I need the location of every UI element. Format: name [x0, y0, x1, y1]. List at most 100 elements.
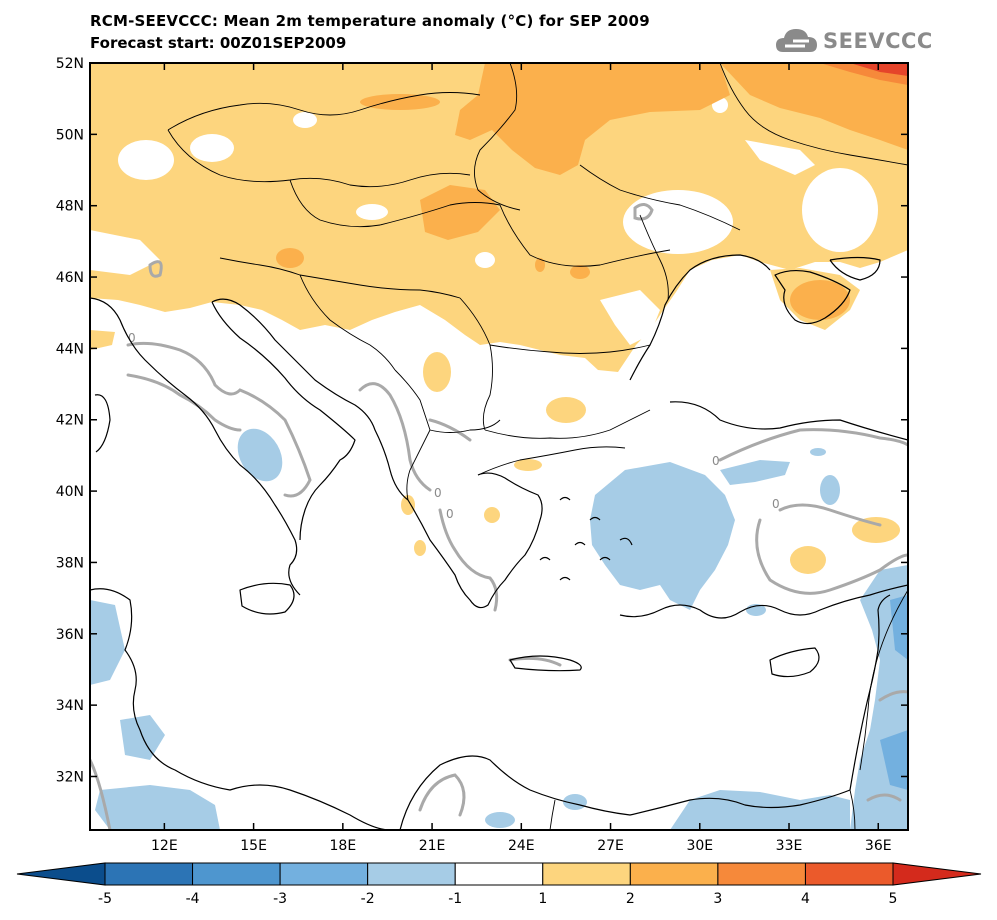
neutral-hole	[118, 140, 174, 180]
longitude-label: 21E	[419, 838, 446, 854]
latitude-label: 40N	[56, 484, 84, 500]
latitude-label: 50N	[56, 127, 84, 143]
warm-patch	[414, 540, 426, 556]
colorbar-tick-label: -1	[448, 891, 462, 907]
latitude-label: 32N	[56, 769, 84, 785]
zero-contours	[90, 203, 908, 830]
cool-anomaly-patch	[820, 475, 840, 505]
colorbar-segment	[192, 862, 281, 886]
warm2-anomaly-region	[420, 185, 500, 240]
colorbar-tick-label: 2	[626, 891, 635, 907]
latitude-axis: 52N 50N 48N 46N 44N 42N 40N 38N 36N 34N 32N	[56, 56, 908, 785]
contour-label: 0	[446, 507, 454, 521]
cool2-anomaly-region	[880, 730, 908, 790]
colorbar-tick-label: 3	[713, 891, 722, 907]
longitude-label: 15E	[240, 838, 267, 854]
latitude-label: 48N	[56, 199, 84, 215]
warm-patch	[852, 517, 900, 543]
colorbar-segment	[279, 862, 369, 886]
cool2-anomaly-region	[890, 595, 908, 660]
colorbar-segment	[367, 862, 456, 886]
warm-patch	[423, 352, 451, 392]
neutral-hole	[190, 134, 234, 162]
warm2-anomaly-region	[535, 258, 545, 272]
colorbar: -5 -4 -3 -2 -1 1 2 3 4 5	[16, 862, 982, 907]
warm-patch	[484, 507, 500, 523]
longitude-label: 18E	[330, 838, 357, 854]
colorbar-low-extension	[16, 862, 106, 886]
cool-anomaly-region-tunisia	[90, 600, 125, 685]
plot-frame	[89, 62, 909, 831]
colorbar-tick-label: 5	[889, 891, 898, 907]
colorbar-tick-label: -3	[273, 891, 287, 907]
cool-anomaly-patch	[485, 812, 515, 828]
warm2-anomaly-region	[360, 94, 440, 110]
cloud-icon	[776, 29, 817, 52]
colorbar-tick-label: 4	[801, 891, 810, 907]
colorbar-segment	[542, 862, 631, 886]
contour-labels: 0 0 0 0 0	[128, 331, 780, 521]
warm-anomaly-region-main	[90, 63, 908, 372]
neutral-hole	[600, 290, 660, 345]
neutral-hole	[90, 230, 160, 275]
longitude-label: 33E	[776, 838, 803, 854]
colorbar-high-extension	[892, 862, 982, 886]
latitude-label: 42N	[56, 413, 84, 429]
cool-anomaly-region-turkey	[720, 460, 790, 485]
neutral-hole	[293, 112, 317, 128]
logo-text: SEEVCCC	[823, 29, 933, 53]
neutral-hole	[356, 204, 388, 220]
warm2-anomaly-region	[720, 63, 908, 150]
colorbar-tick-label: -5	[98, 891, 112, 907]
contour-label: 0	[712, 454, 720, 468]
colorbar-segment	[804, 862, 894, 886]
seevccc-logo: SEEVCCC	[775, 24, 933, 58]
forecast-start-subtitle: Forecast start: 00Z01SEP2009	[90, 34, 347, 52]
colorbar-segment	[454, 862, 544, 886]
map-title: RCM-SEEVCCC: Mean 2m temperature anomaly…	[90, 12, 650, 30]
warm-patch	[546, 397, 586, 423]
warm2-anomaly-region	[455, 63, 730, 175]
longitude-label: 27E	[597, 838, 624, 854]
cool-anomaly-region-aegean	[590, 462, 735, 610]
cool-anomaly-patch	[563, 794, 587, 810]
neutral-hole	[623, 190, 733, 254]
warm2-anomaly-region	[790, 280, 850, 320]
warm2-anomaly-region	[276, 248, 304, 268]
warm-anomaly-region-west	[90, 330, 115, 350]
contour-label: 0	[772, 497, 780, 511]
longitude-label: 24E	[508, 838, 535, 854]
latitude-label: 36N	[56, 627, 84, 643]
contour-label: 0	[128, 331, 136, 345]
colorbar-segment	[629, 862, 719, 886]
warm-patch	[514, 459, 542, 471]
warm-patch	[790, 546, 826, 574]
country-borders	[167, 63, 908, 830]
warm-patch	[401, 495, 415, 515]
colorbar-tick-label: -4	[186, 891, 200, 907]
colorbar-tick-label: 1	[538, 891, 547, 907]
neutral-hole	[802, 168, 878, 252]
cool-anomaly-region-libya	[95, 785, 220, 830]
cool-anomaly-patch	[810, 448, 826, 456]
latitude-label: 52N	[56, 56, 84, 72]
cool-anomaly-region-south	[670, 790, 850, 830]
contour-label: 0	[434, 486, 442, 500]
neutral-hole	[745, 140, 815, 175]
longitude-label: 12E	[151, 838, 178, 854]
colorbar-segment	[717, 862, 806, 886]
longitude-label: 30E	[686, 838, 713, 854]
latitude-label: 38N	[56, 555, 84, 571]
neutral-hole	[475, 252, 495, 268]
longitude-axis: 12E 15E 18E 21E 24E 27E 30E 33E 36E	[151, 63, 892, 854]
latitude-label: 46N	[56, 270, 84, 286]
latitude-label: 34N	[56, 698, 84, 714]
latitude-label: 44N	[56, 341, 84, 357]
colorbar-segment	[104, 862, 194, 886]
warm2-anomaly-region	[570, 265, 590, 279]
longitude-label: 36E	[865, 838, 892, 854]
anomaly-fields: 0 0 0 0 0	[90, 63, 908, 830]
cool-anomaly-patch	[237, 428, 283, 482]
colorbar-tick-label: -2	[361, 891, 375, 907]
